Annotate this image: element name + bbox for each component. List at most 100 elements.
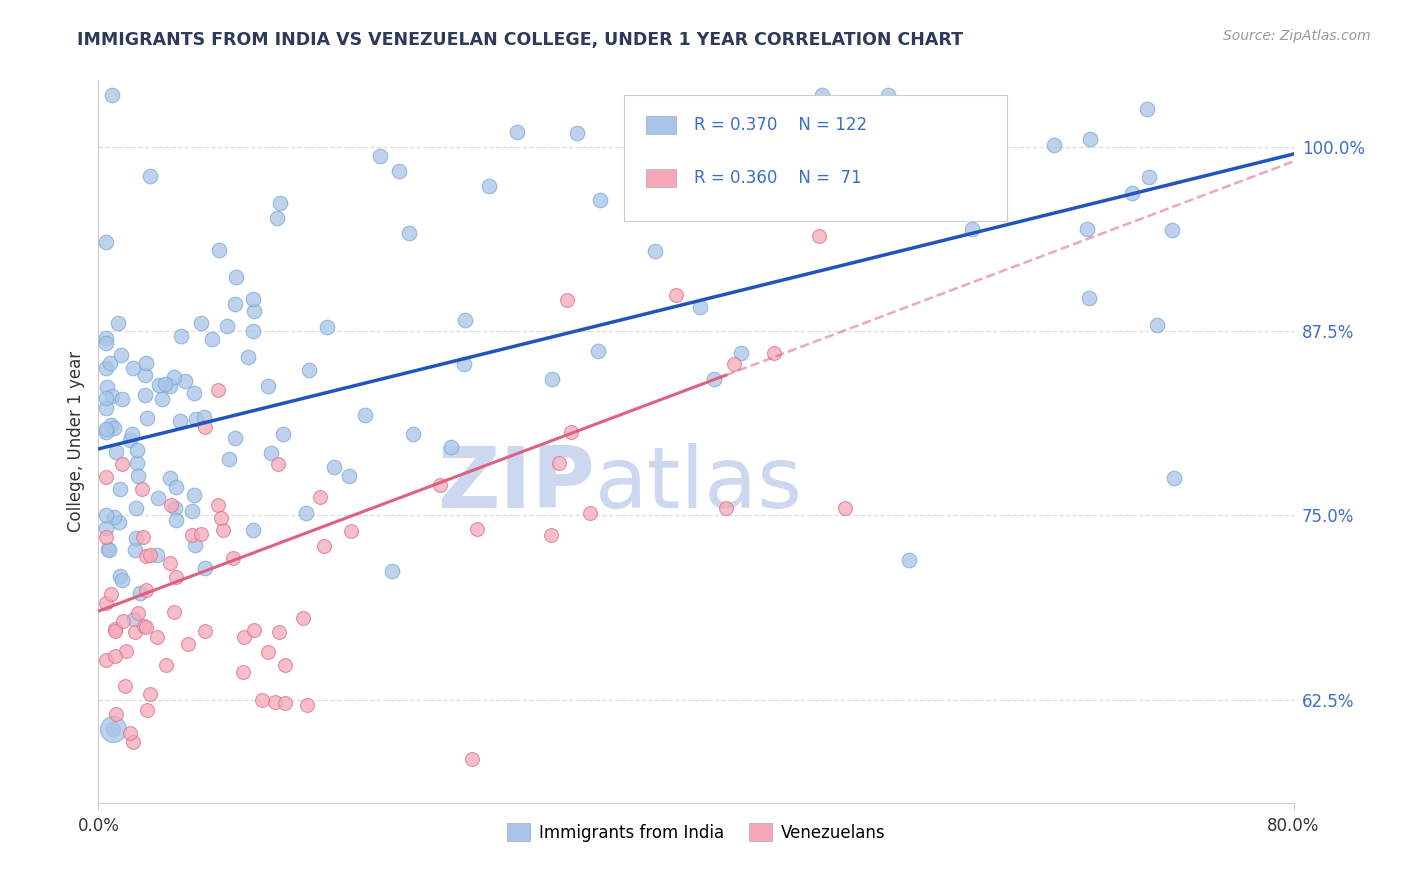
Point	[218, 452, 240, 467]
Point	[124, 542, 146, 557]
Point	[96, 530, 118, 544]
Point	[127, 443, 149, 458]
Point	[578, 506, 600, 520]
Point	[135, 582, 157, 597]
Point	[103, 722, 125, 736]
Point	[222, 550, 245, 565]
Point	[135, 619, 157, 633]
Point	[454, 312, 477, 326]
Point	[155, 377, 177, 392]
Point	[208, 243, 231, 257]
Point	[194, 624, 217, 639]
Point	[94, 331, 117, 345]
Point	[224, 431, 246, 445]
Point	[160, 498, 183, 512]
Point	[94, 425, 117, 440]
Point	[108, 482, 131, 496]
Point	[181, 504, 204, 518]
Point	[224, 297, 246, 311]
Point	[201, 332, 224, 346]
Point	[461, 751, 484, 765]
Point	[589, 193, 612, 207]
Point	[388, 164, 411, 178]
Point	[107, 316, 129, 330]
Point	[111, 457, 134, 471]
Point	[257, 379, 280, 393]
Bar	[645, 116, 676, 134]
Point	[145, 549, 167, 563]
Point	[159, 471, 181, 485]
Point	[155, 657, 177, 672]
Point	[440, 440, 463, 454]
Point	[183, 538, 205, 552]
Point	[132, 530, 155, 544]
Point	[689, 301, 711, 315]
Point	[236, 351, 259, 365]
Point	[96, 380, 118, 394]
Point	[207, 383, 229, 397]
Point	[339, 468, 361, 483]
Point	[808, 229, 831, 244]
Point	[128, 586, 150, 600]
Point	[110, 574, 132, 588]
Point	[260, 446, 283, 460]
Point	[315, 319, 337, 334]
Point	[762, 346, 785, 360]
Point	[150, 392, 173, 406]
Point	[1076, 222, 1098, 236]
Point	[124, 612, 146, 626]
Point	[557, 293, 579, 307]
Point	[163, 369, 186, 384]
Point	[190, 316, 212, 330]
Point	[429, 478, 451, 492]
Y-axis label: College, Under 1 year: College, Under 1 year	[66, 351, 84, 533]
Point	[110, 348, 132, 362]
Point	[148, 377, 170, 392]
Point	[94, 508, 117, 522]
Point	[94, 235, 117, 249]
Legend: Immigrants from India, Venezuelans: Immigrants from India, Venezuelans	[501, 817, 891, 848]
Point	[703, 372, 725, 386]
Point	[730, 345, 752, 359]
Point	[94, 401, 117, 415]
Point	[135, 356, 157, 370]
Point	[139, 686, 162, 700]
Point	[111, 614, 134, 628]
Point	[111, 392, 134, 406]
Point	[1160, 222, 1182, 236]
Point	[298, 363, 321, 377]
Point	[165, 501, 187, 516]
Point	[115, 643, 138, 657]
Point	[215, 318, 238, 333]
Point	[186, 412, 208, 426]
Point	[108, 568, 131, 582]
Text: R = 0.360    N =  71: R = 0.360 N = 71	[693, 169, 862, 186]
Point	[108, 516, 131, 530]
Point	[170, 329, 193, 343]
Point	[183, 385, 205, 400]
Point	[103, 722, 125, 736]
Point	[232, 631, 254, 645]
Point	[94, 361, 117, 376]
Text: R = 0.370    N = 122: R = 0.370 N = 122	[693, 116, 866, 134]
Point	[323, 459, 346, 474]
Point	[103, 649, 125, 664]
Point	[465, 522, 488, 536]
Point	[105, 707, 128, 722]
Point	[94, 596, 117, 610]
Point	[560, 425, 582, 439]
Point	[98, 356, 121, 370]
Point	[723, 357, 745, 371]
Point	[264, 695, 287, 709]
Point	[232, 665, 254, 680]
Point	[97, 542, 120, 557]
Point	[159, 379, 181, 393]
Point	[165, 513, 187, 527]
Text: IMMIGRANTS FROM INDIA VS VENEZUELAN COLLEGE, UNDER 1 YEAR CORRELATION CHART: IMMIGRANTS FROM INDIA VS VENEZUELAN COLL…	[77, 31, 963, 49]
Point	[588, 343, 610, 358]
Point	[180, 528, 202, 542]
Point	[877, 88, 900, 103]
Point	[834, 500, 856, 515]
Point	[1043, 137, 1066, 152]
Point	[402, 426, 425, 441]
